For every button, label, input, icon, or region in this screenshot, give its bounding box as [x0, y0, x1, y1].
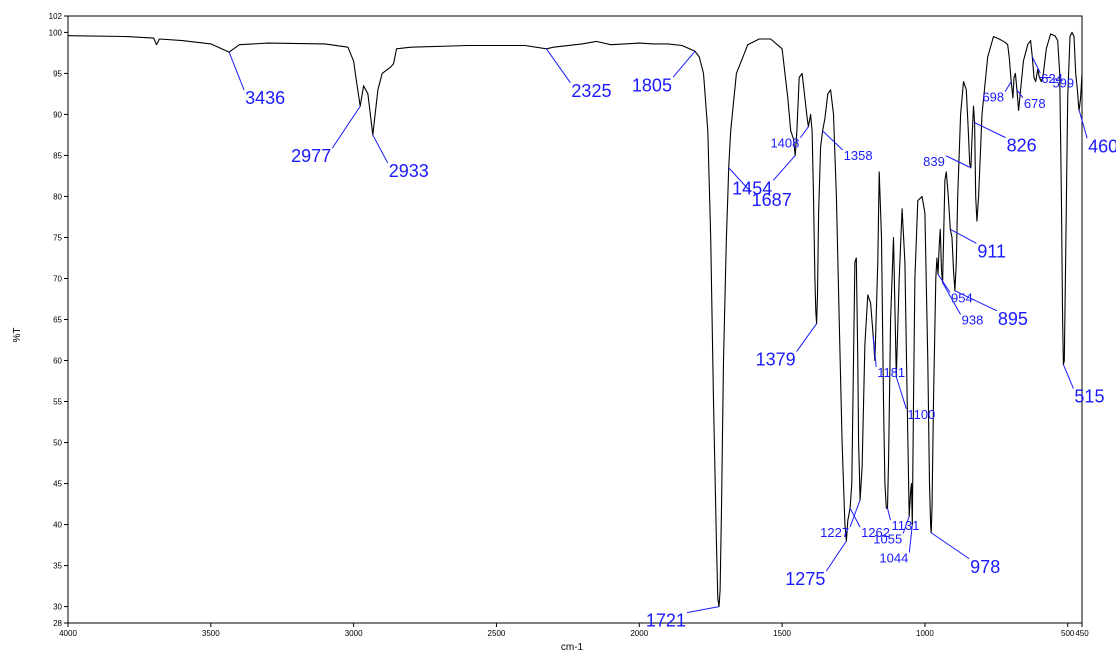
series-group: [67, 31, 1083, 608]
y-tick-label: 40: [53, 521, 62, 530]
peak-leader-line: [872, 335, 877, 367]
peak-label: 1805: [632, 75, 672, 95]
peak-leader-line: [796, 323, 818, 352]
peak-leader-line: [849, 499, 861, 528]
y-tick-label: 35: [53, 562, 62, 571]
y-tick-label: 60: [53, 357, 62, 366]
peak-leader-line: [937, 274, 951, 293]
peak-label: 2933: [389, 161, 429, 181]
peak-label: 1454: [732, 178, 772, 198]
peak-leader-line: [902, 516, 910, 534]
spectrum-line: [67, 31, 1083, 608]
peak-label: 1055: [873, 531, 902, 546]
peak-leader-line: [930, 532, 970, 560]
peak-label: 978: [970, 557, 1000, 577]
peak-label: 911: [977, 241, 1006, 261]
y-tick-label: 30: [53, 603, 62, 612]
peak-leader-line: [974, 122, 1006, 139]
peak-leader-line: [942, 282, 962, 315]
peak-label: 1275: [785, 569, 825, 589]
peak-leader-line: [672, 50, 696, 78]
y-axis-label: %T: [12, 328, 23, 343]
peak-label: 698: [982, 90, 1004, 105]
y-tick-label: 28: [53, 619, 62, 628]
x-tick-label: 450: [1075, 629, 1089, 638]
peak-label: 1721: [646, 611, 686, 631]
x-tick-label: 3500: [202, 629, 220, 638]
y-tick-label: 75: [53, 233, 62, 242]
peak-label: 826: [1007, 136, 1037, 156]
peak-label: 938: [962, 313, 984, 328]
peak-leader-line: [1031, 56, 1041, 74]
peak-leader-line: [728, 167, 752, 193]
x-tick-label: 2500: [488, 629, 506, 638]
y-tick-label: 95: [53, 69, 62, 78]
y-axis-ticks: 28 30 35 40 45 50 55 60 65 70 75 80 85 90 95 100 102: [49, 12, 68, 628]
y-tick-label: 80: [53, 192, 62, 201]
peak-leader-line: [950, 228, 977, 244]
peak-label: 1044: [879, 551, 908, 566]
peak-leader-line: [822, 130, 843, 151]
peak-leader-line: [886, 508, 891, 521]
y-tick-label: 55: [53, 398, 62, 407]
plot-border: [67, 15, 1083, 624]
peak-label: 2977: [291, 146, 331, 166]
peak-label: 1100: [907, 407, 935, 422]
peak-label: 624: [1041, 71, 1063, 86]
peak-leader-line: [1078, 110, 1088, 139]
peak-leader-line: [686, 606, 720, 614]
peak-label: 839: [923, 154, 945, 169]
x-tick-label: 4000: [59, 629, 77, 638]
peak-leader-line: [825, 540, 847, 572]
peak-label: 460: [1088, 136, 1116, 156]
peak-leader-line: [908, 524, 913, 553]
y-tick-label: 70: [53, 274, 62, 283]
peak-leader-line: [331, 105, 361, 149]
peak-label: 599: [1052, 76, 1074, 91]
peak-label: 678: [1024, 96, 1046, 111]
x-tick-label: 2000: [630, 629, 648, 638]
peak-leader-line: [945, 155, 972, 169]
peak-label: 515: [1074, 387, 1104, 407]
peak-leader-line: [372, 134, 389, 164]
peak-label: 1181: [877, 365, 905, 380]
x-tick-label: 500: [1061, 629, 1075, 638]
peak-leader-line: [1016, 89, 1024, 99]
peak-leader-line: [772, 155, 796, 181]
peak-label: 1358: [844, 148, 873, 163]
x-tick-label: 1500: [773, 629, 791, 638]
peak-leader-line: [895, 376, 907, 410]
y-tick-label: 45: [53, 480, 62, 489]
plot-frame: [67, 15, 1083, 624]
peak-label: 2325: [571, 81, 611, 101]
peak-label: 1262: [861, 525, 890, 540]
y-tick-label: 85: [53, 151, 62, 160]
peak-label: 1379: [756, 350, 796, 370]
x-axis-label: cm-1: [561, 642, 584, 653]
peak-label: 3436: [245, 88, 285, 108]
y-tick-label: 65: [53, 316, 62, 325]
peak-leader-line: [954, 290, 998, 312]
peak-label: 1408: [770, 136, 799, 151]
x-axis-ticks: 4000 3500 3000 2500 2000 1500 1000 500 450: [59, 623, 1089, 638]
peak-label: 1687: [752, 190, 792, 210]
peak-leader-line: [849, 507, 861, 528]
x-tick-label: 1000: [916, 629, 934, 638]
peak-leader-line: [799, 126, 809, 139]
y-tick-label: 100: [49, 28, 63, 37]
peak-leader-line: [546, 48, 571, 84]
peak-leader-line: [1004, 81, 1012, 92]
x-tick-label: 3000: [345, 629, 363, 638]
peak-label: 895: [998, 309, 1028, 329]
y-tick-label: 50: [53, 439, 62, 448]
peak-label: 954: [951, 290, 973, 305]
y-tick-label: 90: [53, 110, 62, 119]
peak-leader-line: [1062, 364, 1074, 389]
peak-leader-line: [228, 51, 245, 91]
peak-label: 1227: [820, 525, 849, 540]
y-tick-label: 102: [49, 12, 63, 21]
